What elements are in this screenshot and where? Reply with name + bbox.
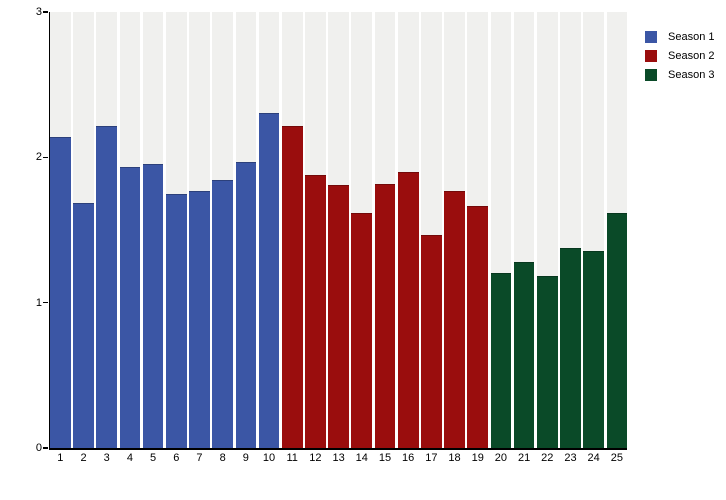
- plot-area: [50, 12, 628, 448]
- x-tick-label: 5: [150, 452, 157, 464]
- bar-season-1: [165, 194, 187, 448]
- bar-season-3: [583, 250, 604, 448]
- bar-slot: [119, 12, 141, 448]
- y-axis-tick: [43, 156, 48, 159]
- x-tick-label: 7: [196, 452, 203, 464]
- x-tick-label: 14: [355, 452, 368, 464]
- legend-label: Season 3: [668, 69, 715, 81]
- x-axis-line: [48, 448, 627, 450]
- bar-slot: [73, 12, 94, 448]
- x-tick-label: 10: [262, 452, 276, 464]
- x-tick-label: 22: [541, 452, 554, 464]
- bar-season-3: [606, 213, 628, 448]
- x-tick-label: 15: [378, 452, 392, 464]
- x-tick-label: 23: [564, 452, 577, 464]
- bar-season-1: [50, 137, 71, 448]
- bar-season-2: [281, 125, 303, 448]
- y-tick-label: 2: [35, 151, 42, 164]
- bar-slot: [583, 12, 604, 448]
- x-tick-label: 8: [219, 452, 226, 464]
- bar-slot: [50, 12, 71, 448]
- x-axis-labels: 1 2 3 4 5 6 7 8 9 10 11 12 13 14 15 16 17 18 19 20 21 22 23 24 2…: [50, 452, 627, 465]
- bar-slot: [189, 12, 210, 448]
- legend-label: Season 2: [668, 50, 715, 62]
- y-tick-label: 0: [35, 442, 42, 454]
- bar-slot: [328, 12, 349, 448]
- bar-slot: [467, 12, 489, 448]
- y-axis-tick: [43, 301, 48, 304]
- bar-season-3: [560, 247, 581, 448]
- y-axis-tick: [43, 11, 48, 13]
- bar-season-1: [189, 191, 210, 448]
- bar-slot: [536, 12, 558, 448]
- x-tick-label: 24: [587, 452, 600, 464]
- bar-slot: [513, 12, 535, 448]
- bar-season-2: [305, 175, 326, 448]
- bar-season-1: [73, 202, 94, 448]
- bar-season-1: [235, 162, 257, 448]
- bar-slot: [235, 12, 257, 448]
- bar-season-2: [328, 185, 349, 448]
- bar-season-2: [421, 234, 442, 448]
- bar-slot: [281, 12, 303, 448]
- x-tick-label: 25: [610, 452, 623, 464]
- bar-season-2: [374, 183, 396, 448]
- bar-season-3: [513, 262, 535, 448]
- bar-slot: [560, 12, 581, 448]
- bar-slot: [258, 12, 280, 448]
- bar-slot: [490, 12, 512, 448]
- x-tick-label: 11: [286, 452, 298, 464]
- bar-slot: [351, 12, 373, 448]
- legend-row: Season 2: [645, 50, 714, 62]
- bar-slot: [421, 12, 442, 448]
- legend-swatch-season-1: [645, 31, 657, 43]
- x-tick-label: 17: [425, 452, 438, 464]
- bar-slot: [165, 12, 187, 448]
- bar-slot: [606, 12, 628, 448]
- x-tick-label: 2: [80, 452, 87, 464]
- bar-slot: [444, 12, 465, 448]
- bar-season-2: [467, 205, 489, 448]
- bar-season-2: [351, 213, 373, 448]
- x-tick-label: 12: [309, 452, 322, 464]
- bar-slot: [142, 12, 164, 448]
- bar-season-2: [444, 191, 465, 448]
- y-tick-label: 1: [35, 296, 42, 309]
- bar-season-1: [212, 179, 233, 448]
- bar-slot: [397, 12, 419, 448]
- bar-season-1: [96, 125, 118, 448]
- x-tick-label: 3: [103, 452, 110, 464]
- bar-season-3: [490, 272, 512, 448]
- bar-season-1: [258, 112, 280, 448]
- legend-label: Season 1: [668, 31, 715, 43]
- legend-swatch-season-2: [645, 50, 657, 62]
- y-axis-line: [48, 12, 50, 449]
- bar-slot: [374, 12, 396, 448]
- bar-season-2: [397, 172, 419, 448]
- x-tick-label: 21: [517, 452, 531, 464]
- y-axis-tick: [43, 447, 48, 449]
- y-tick-label: 3: [35, 6, 42, 18]
- x-tick-label: 13: [332, 452, 345, 464]
- bar-slot: [212, 12, 233, 448]
- x-tick-label: 16: [402, 452, 415, 464]
- bar-season-1: [142, 163, 164, 448]
- x-tick-label: 6: [173, 452, 180, 464]
- x-tick-label: 19: [471, 452, 484, 464]
- bar-season-1: [119, 166, 141, 448]
- bar-slot: [96, 12, 118, 448]
- legend-swatch-season-3: [645, 69, 657, 81]
- x-tick-label: 18: [448, 452, 461, 464]
- legend: Season 1 Season 2 Season 3: [645, 31, 714, 88]
- x-tick-label: 9: [242, 452, 249, 464]
- legend-row: Season 1: [645, 31, 714, 43]
- bar-slot: [305, 12, 326, 448]
- x-tick-label: 1: [57, 452, 64, 464]
- bar-season-3: [536, 275, 558, 448]
- x-tick-label: 20: [494, 452, 508, 464]
- x-tick-label: 4: [126, 452, 133, 464]
- legend-row: Season 3: [645, 69, 714, 81]
